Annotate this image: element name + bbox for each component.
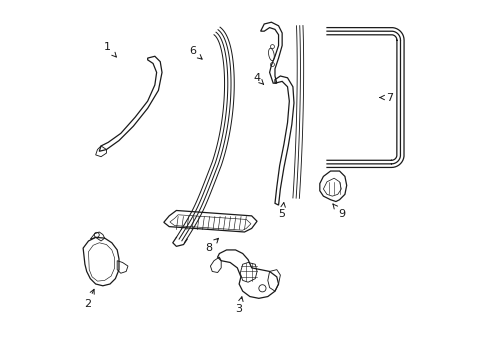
Text: 9: 9 — [332, 204, 344, 219]
Text: 6: 6 — [189, 46, 202, 59]
Text: 3: 3 — [235, 297, 243, 314]
Text: 4: 4 — [253, 73, 263, 84]
Text: 1: 1 — [104, 42, 116, 57]
Text: 8: 8 — [204, 238, 218, 253]
Text: 2: 2 — [84, 289, 94, 309]
Text: 7: 7 — [379, 93, 392, 103]
Text: 5: 5 — [278, 203, 285, 219]
